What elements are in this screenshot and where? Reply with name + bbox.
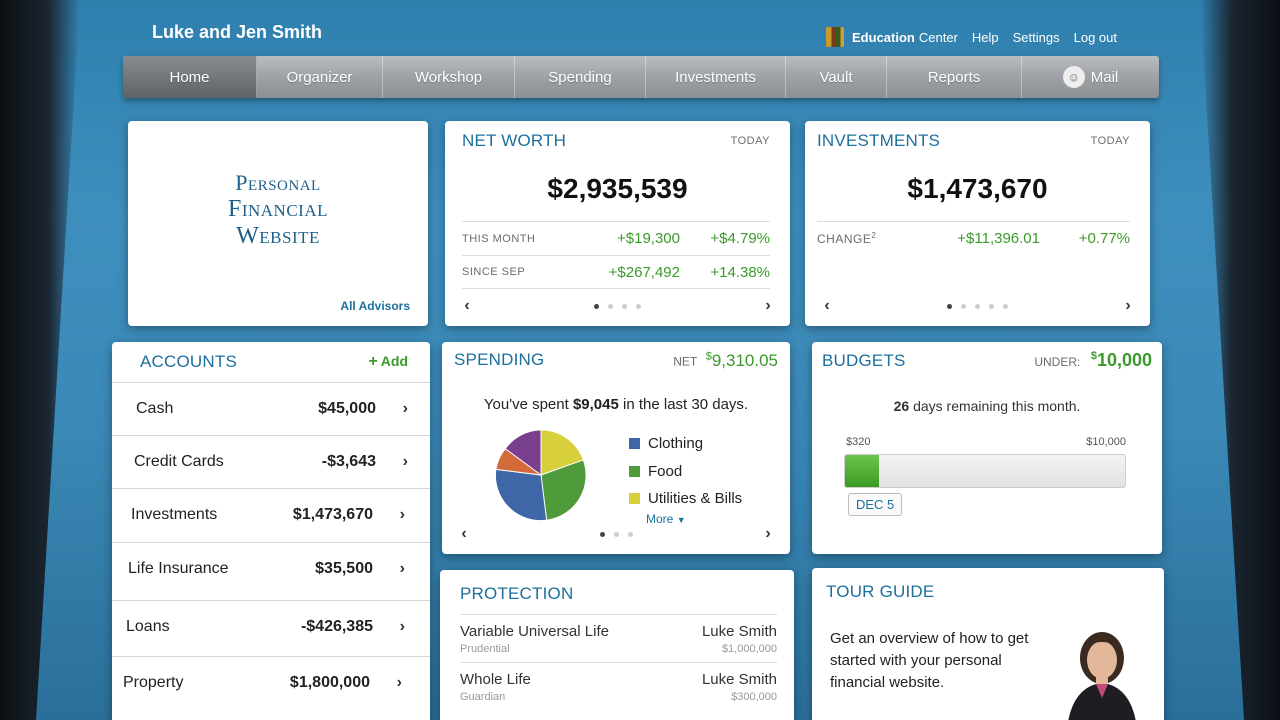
spending-card[interactable]: SPENDING NET $9,310.05 You've spent $9,0…: [442, 342, 790, 554]
account-row[interactable]: Life Insurance $35,500 ›: [112, 542, 430, 594]
net-worth-title: NET WORTH: [462, 131, 567, 150]
top-links: Education Center Help Settings Log out: [826, 27, 1117, 47]
next-chevron-icon[interactable]: ›: [765, 297, 771, 314]
account-row[interactable]: Property $1,800,000 ›: [112, 656, 430, 708]
tour-guide-text: Get an overview of how to get started wi…: [830, 630, 1029, 691]
chevron-right-icon: ›: [399, 505, 405, 523]
nav-mail[interactable]: ☺ Mail: [1022, 56, 1159, 98]
budget-range: $320 $10,000: [846, 436, 1126, 448]
investments-value: $1,473,670: [907, 173, 1048, 204]
protection-card[interactable]: PROTECTION Variable Universal Life Prude…: [440, 570, 794, 720]
investments-change-row: CHANGE2 +$11,396.01 +0.77%: [817, 221, 1130, 255]
chevron-right-icon: ›: [399, 559, 405, 577]
legend-item: Utilities & Bills: [629, 485, 742, 513]
spending-legend: Clothing Food Utilities & Bills: [629, 430, 742, 513]
nav-reports[interactable]: Reports: [887, 56, 1022, 98]
protection-title: PROTECTION: [460, 584, 574, 603]
account-row[interactable]: Loans -$426,385 ›: [112, 600, 430, 652]
mail-icon: ☺: [1062, 66, 1085, 88]
add-account-button[interactable]: + Add: [368, 353, 408, 370]
page-dots: [599, 531, 633, 537]
nav-home[interactable]: Home: [123, 56, 257, 98]
account-row[interactable]: Investments $1,473,670 ›: [112, 488, 430, 540]
all-advisors-link[interactable]: All Advisors: [340, 299, 410, 313]
net-worth-pager: ‹ ›: [457, 296, 778, 316]
prev-chevron-icon[interactable]: ‹: [824, 297, 830, 314]
legend-item: Food: [629, 458, 742, 486]
book-icon: [826, 27, 845, 47]
nav-organizer[interactable]: Organizer: [257, 56, 383, 98]
chevron-right-icon: ›: [402, 452, 408, 470]
settings-link[interactable]: Settings: [1012, 29, 1060, 45]
education-center-link[interactable]: Education Center: [826, 27, 958, 47]
budget-progress-bar: [844, 454, 1126, 488]
prev-chevron-icon[interactable]: ‹: [464, 297, 470, 314]
nav-vault[interactable]: Vault: [786, 56, 887, 98]
nav-investments[interactable]: Investments: [646, 56, 786, 98]
net-worth-period: TODAY: [730, 135, 770, 147]
budget-progress-fill: [845, 455, 879, 487]
net-worth-card[interactable]: NET WORTH TODAY $2,935,539 THIS MONTH +$…: [445, 121, 790, 326]
main-nav: Home Organizer Workshop Spending Investm…: [123, 56, 1159, 98]
help-link[interactable]: Help: [971, 29, 999, 45]
net-worth-row: THIS MONTH +$19,300 +$4.79%: [462, 221, 770, 255]
chevron-right-icon: ›: [396, 673, 402, 691]
accounts-card: ACCOUNTS + Add Cash $45,000 › Credit Card…: [112, 342, 430, 720]
net-worth-row: SINCE SEP +$267,492 +14.38%: [462, 255, 770, 289]
tour-guide-avatar[interactable]: [1052, 620, 1152, 720]
nav-spending[interactable]: Spending: [515, 56, 646, 98]
spending-net: NET $9,310.05: [673, 350, 778, 370]
logout-link[interactable]: Log out: [1073, 29, 1117, 45]
plus-icon: +: [368, 353, 378, 370]
budget-date-badge: DEC 5: [848, 493, 903, 516]
next-chevron-icon[interactable]: ›: [1125, 297, 1131, 314]
tour-guide-title: TOUR GUIDE: [826, 582, 935, 601]
tour-guide-card[interactable]: TOUR GUIDE Get an overview of how to get…: [812, 568, 1164, 720]
account-row[interactable]: Credit Cards -$3,643 ›: [112, 435, 430, 487]
screen-bezel-right: [1200, 0, 1280, 720]
nav-workshop[interactable]: Workshop: [383, 56, 515, 98]
budgets-card[interactable]: BUDGETS UNDER: $10,000 26 days remaining…: [812, 342, 1162, 554]
investments-pager: ‹ ›: [817, 296, 1138, 316]
net-worth-value: $2,935,539: [547, 173, 688, 204]
prev-chevron-icon[interactable]: ‹: [461, 525, 467, 542]
page-dots: [947, 303, 1008, 309]
account-row[interactable]: Cash $45,000 ›: [112, 382, 430, 434]
site-logo: Personal Financial Website: [227, 170, 328, 249]
more-dropdown[interactable]: More ▼: [646, 512, 686, 526]
budgets-under: UNDER: $10,000: [1034, 350, 1152, 370]
policy-row[interactable]: Variable Universal Life Prudential Luke …: [460, 614, 777, 662]
accounts-title: ACCOUNTS: [140, 352, 237, 371]
branding-card: Personal Financial Website All Advisors: [128, 121, 428, 326]
investments-title: INVESTMENTS: [817, 131, 941, 150]
spending-title: SPENDING: [454, 350, 545, 370]
page-dots: [594, 303, 641, 309]
investments-card[interactable]: INVESTMENTS TODAY $1,473,670 CHANGE2 +$1…: [805, 121, 1150, 326]
budgets-title: BUDGETS: [822, 350, 906, 370]
budget-days-remaining: 26 days remaining this month.: [893, 398, 1081, 414]
legend-item: Clothing: [629, 430, 742, 458]
caret-down-icon: ▼: [676, 515, 686, 525]
next-chevron-icon[interactable]: ›: [765, 525, 771, 542]
spending-pie-chart[interactable]: [494, 428, 588, 522]
policy-row[interactable]: Whole Life Guardian Luke Smith $300,000: [460, 662, 777, 710]
spending-pager: ‹ ›: [454, 524, 778, 544]
chevron-right-icon: ›: [402, 399, 408, 417]
chevron-right-icon: ›: [399, 617, 405, 635]
user-name: Luke and Jen Smith: [152, 22, 323, 42]
spending-summary: You've spent $9,045 in the last 30 days.: [483, 396, 749, 413]
investments-period: TODAY: [1090, 135, 1130, 147]
screen-bezel-left: [0, 0, 80, 720]
